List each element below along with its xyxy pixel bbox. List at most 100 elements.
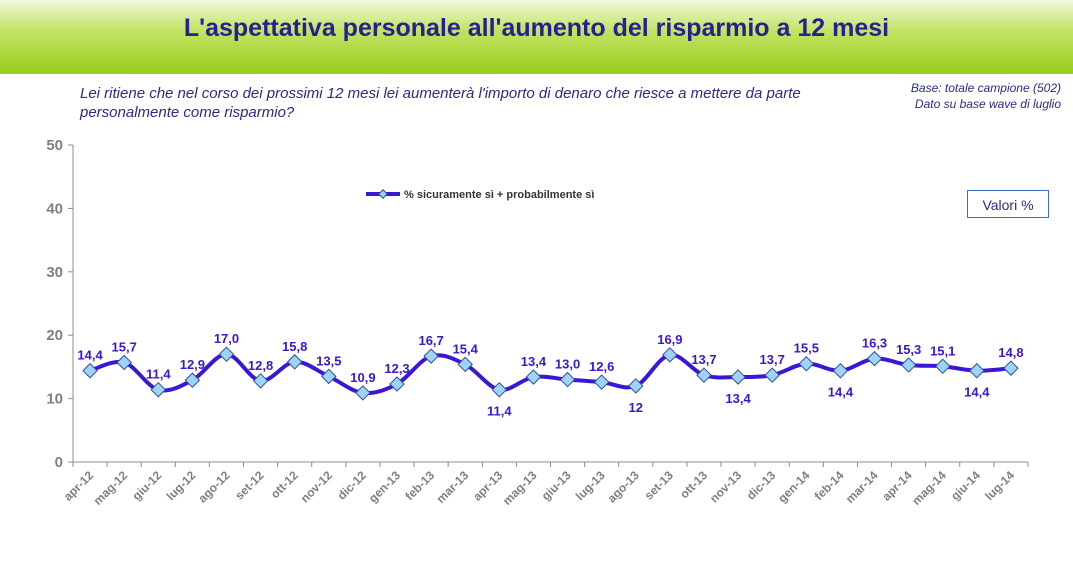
data-label: 12,8 <box>248 358 273 373</box>
data-point <box>252 373 269 389</box>
data-label: 16,9 <box>657 332 682 347</box>
data-point <box>662 347 678 363</box>
data-point <box>900 357 917 373</box>
data-label: 12,6 <box>589 359 614 374</box>
header-bar: L'aspettativa personale all'aumento del … <box>0 0 1073 74</box>
x-tick-label: giu-14 <box>948 468 983 503</box>
x-tick-label: dic-13 <box>744 468 779 503</box>
base-wave-text: Dato su base wave di luglio <box>914 97 1061 111</box>
x-tick-label: set-12 <box>232 468 267 503</box>
data-label: 16,3 <box>862 336 887 351</box>
data-point <box>969 362 985 379</box>
base-note: Base: totale campione (502) Dato su base… <box>911 80 1061 112</box>
data-label: 15,1 <box>930 343 955 358</box>
data-label: 12,9 <box>180 357 205 372</box>
x-tick-label: ago-12 <box>195 468 232 505</box>
x-tick-label: ago-13 <box>605 468 642 505</box>
data-label: 14,4 <box>77 348 103 363</box>
data-point <box>116 354 132 371</box>
x-tick-label: ott-12 <box>268 468 301 501</box>
page-title: L'aspettativa personale all'aumento del … <box>183 14 890 42</box>
data-label: 14,4 <box>828 385 854 400</box>
data-label: 13,7 <box>760 352 785 367</box>
data-point <box>1003 360 1019 376</box>
data-label: 15,3 <box>896 342 921 357</box>
data-label: 15,5 <box>794 341 819 356</box>
valori-badge: Valori % <box>967 190 1049 218</box>
question-text: Lei ritiene che nel corso dei prossimi 1… <box>80 85 801 121</box>
data-point <box>286 354 303 370</box>
data-label: 13,0 <box>555 357 580 372</box>
data-label: 10,9 <box>350 370 375 385</box>
data-label: 15,4 <box>453 341 479 356</box>
x-tick-label: giu-13 <box>539 468 574 503</box>
data-point <box>423 348 439 364</box>
data-label: 13,5 <box>316 353 341 368</box>
data-label: 12,3 <box>384 361 409 376</box>
x-tick-label: mag-14 <box>909 468 949 508</box>
x-tick-label: feb-13 <box>402 468 437 503</box>
x-tick-label: mar-14 <box>843 468 881 506</box>
x-tick-label: gen-14 <box>775 468 812 505</box>
data-point <box>389 376 405 392</box>
data-point <box>150 381 167 398</box>
y-tick-label: 40 <box>46 200 63 217</box>
data-point <box>355 385 371 401</box>
data-point <box>696 367 712 383</box>
data-point <box>184 372 201 388</box>
data-point <box>218 346 235 362</box>
x-tick-label: set-13 <box>642 468 677 503</box>
data-point <box>457 356 474 373</box>
legend-marker <box>378 189 388 199</box>
x-tick-label: lug-13 <box>573 468 608 503</box>
y-tick-label: 50 <box>46 137 63 154</box>
x-tick-label: lug-14 <box>982 468 1017 503</box>
x-tick-label: dic-12 <box>335 468 370 503</box>
data-label: 12 <box>629 400 643 415</box>
data-point <box>525 369 542 385</box>
x-tick-label: ott-13 <box>677 468 710 501</box>
chart-series: 14,4 15,7 11,4 12,9 17,0 12,8 15,8 13,5 10,9 12,3… <box>77 331 1023 419</box>
base-sample-text: Base: totale campione (502) <box>910 81 1061 95</box>
data-point <box>798 355 815 372</box>
x-tick-label: mar-13 <box>434 468 472 506</box>
data-point <box>559 371 576 388</box>
x-tick-label: feb-14 <box>812 468 847 503</box>
x-tick-label: mag-13 <box>500 468 540 508</box>
data-label: 17,0 <box>214 331 239 346</box>
data-label: 13,4 <box>521 354 547 369</box>
y-tick-label: 10 <box>46 391 63 408</box>
x-tick-label: nov-12 <box>298 468 335 505</box>
x-tick-label: giu-12 <box>129 468 164 503</box>
data-point <box>764 367 780 383</box>
data-point <box>82 362 98 379</box>
data-point <box>491 381 508 398</box>
data-point <box>627 378 644 394</box>
data-point <box>832 362 849 379</box>
data-point <box>866 350 883 367</box>
y-tick-label: 20 <box>46 327 63 344</box>
series-line <box>89 352 1012 396</box>
data-point <box>321 368 337 385</box>
data-label: 16,7 <box>418 333 443 348</box>
data-point <box>730 369 746 385</box>
x-tick-label: gen-13 <box>366 468 403 505</box>
x-tick-label: lug-12 <box>164 468 199 503</box>
data-label: 11,4 <box>487 404 512 419</box>
data-label: 14,4 <box>964 385 990 400</box>
legend-label: % sicuramente sì + probabilmente sì <box>404 189 594 201</box>
y-tick-label: 0 <box>55 454 63 471</box>
data-label: 14,8 <box>998 345 1023 360</box>
data-label: 15,8 <box>282 339 307 354</box>
data-label: 15,7 <box>112 339 137 354</box>
x-tick-label: mag-12 <box>91 468 131 508</box>
chart-legend: % sicuramente sì + probabilmente sì <box>366 189 594 201</box>
x-tick-label: nov-13 <box>707 468 744 505</box>
y-tick-label: 30 <box>46 264 63 281</box>
data-point <box>934 358 951 375</box>
data-label: 13,7 <box>691 352 716 367</box>
data-label: 11,4 <box>146 367 171 382</box>
data-point <box>593 374 610 390</box>
data-label: 13,4 <box>725 391 751 406</box>
